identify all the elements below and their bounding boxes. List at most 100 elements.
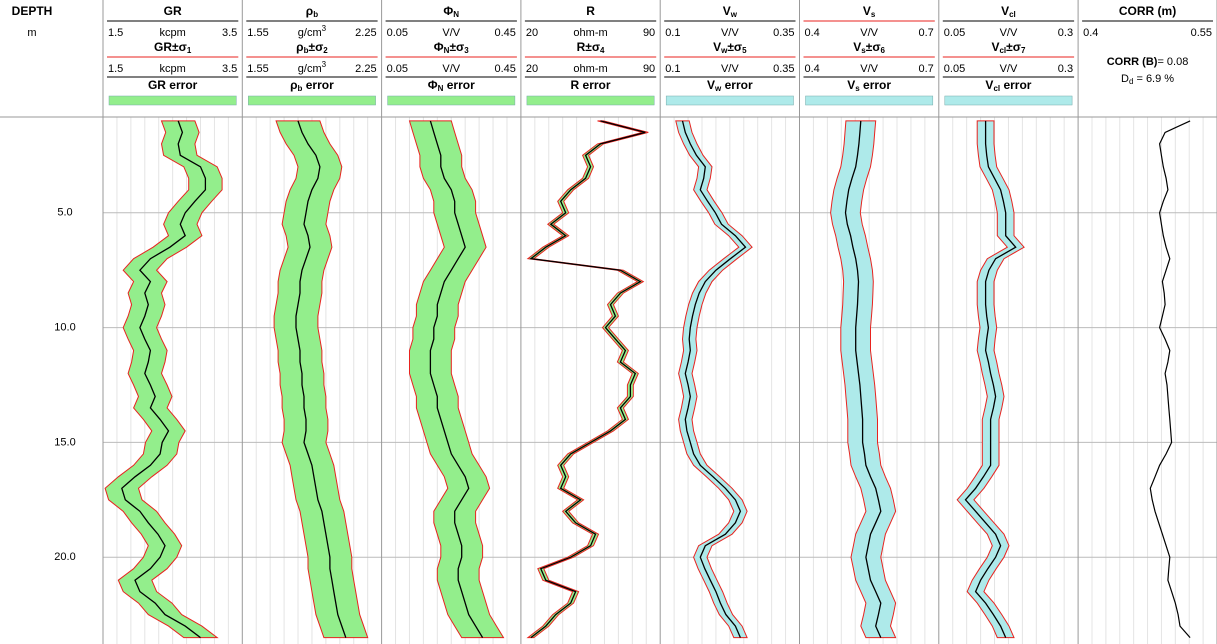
- error-label-part: V: [985, 78, 993, 92]
- scale-unit: V/V: [1000, 27, 1018, 39]
- scale-unit-part: g/cm: [298, 63, 322, 75]
- track-title-part: cl: [1009, 10, 1016, 19]
- error-track-title-part: w: [720, 46, 728, 55]
- error-track-title-part: ±σ: [1006, 40, 1021, 54]
- scale-unit: V/V: [1000, 63, 1018, 75]
- error-label: ΦN error: [428, 78, 475, 93]
- scale-unit-part: g/cm: [298, 27, 322, 39]
- log-curve: [964, 120, 1017, 638]
- error-label-part: error: [302, 78, 334, 92]
- scale-min: 0.1: [665, 27, 680, 39]
- scale-min: 0.05: [944, 27, 965, 39]
- error-track-title-part: GR±σ: [154, 40, 187, 54]
- error-track-title-part: ±σ: [308, 40, 323, 54]
- track-title: Vcl: [1001, 4, 1016, 19]
- dd-symbol: D: [1121, 73, 1129, 85]
- scale-unit-part: V/V: [721, 63, 739, 75]
- scale-max: 3.5: [222, 63, 237, 75]
- scale-max: 0.7: [919, 27, 934, 39]
- scale-max: 0.3: [1058, 63, 1073, 75]
- error-band: [830, 120, 897, 639]
- scale-min: 20: [526, 27, 538, 39]
- log-curve: [681, 120, 747, 638]
- scale-unit-part: V/V: [442, 27, 460, 39]
- error-label: Vs error: [847, 78, 891, 93]
- scale-min: 0.05: [387, 27, 408, 39]
- error-band: [104, 120, 223, 639]
- scale-unit: kcpm: [160, 63, 186, 75]
- depth-title: DEPTH: [12, 4, 53, 18]
- track-title-part: V: [1001, 4, 1009, 18]
- error-track-title-part: 5: [742, 46, 747, 55]
- scale-unit-part: 3: [322, 60, 327, 69]
- error-track-title-part: 6: [881, 46, 886, 55]
- error-label-part: Φ: [428, 78, 438, 92]
- error-label-part: V: [847, 78, 855, 92]
- scale-unit-part: V/V: [721, 27, 739, 39]
- corr-title: CORR (m): [1119, 4, 1176, 18]
- scale-unit-part: V/V: [1000, 27, 1018, 39]
- scale-unit: V/V: [860, 63, 878, 75]
- error-band: [675, 120, 753, 639]
- error-track-title-part: 7: [1021, 46, 1026, 55]
- scale-unit: V/V: [721, 63, 739, 75]
- error-track-title-part: ±σ: [727, 40, 742, 54]
- log-curve: [529, 120, 646, 639]
- corr-scale-min: 0.4: [1083, 27, 1098, 39]
- scale-max: 3.5: [222, 27, 237, 39]
- error-track-title: Vs±σ6: [853, 40, 885, 55]
- error-track-title-part: Φ: [434, 40, 444, 54]
- scale-unit-part: kcpm: [160, 63, 186, 75]
- error-swatch: [108, 95, 237, 106]
- scale-min: 0.05: [387, 63, 408, 75]
- error-label-part: s: [855, 84, 860, 93]
- track-title-part: b: [313, 10, 318, 19]
- scale-unit-part: V/V: [860, 27, 878, 39]
- scale-unit-part: V/V: [860, 63, 878, 75]
- error-label: R error: [571, 78, 611, 92]
- track-title-part: V: [723, 4, 731, 18]
- track-title-part: N: [453, 10, 459, 19]
- error-track-title: ρb±σ2: [296, 40, 328, 55]
- error-track-title-part: V: [713, 40, 721, 54]
- depth-tick-label: 20.0: [54, 551, 75, 563]
- corr-stat-value: = 0.08: [1157, 56, 1188, 68]
- scale-unit-part: kcpm: [160, 27, 186, 39]
- corr-scale-max: 0.55: [1191, 27, 1212, 39]
- error-label-part: error: [721, 78, 753, 92]
- track-title-part: s: [871, 10, 876, 19]
- corr-stat: CORR (B)= 0.08: [1107, 56, 1189, 68]
- track-title: Vs: [863, 4, 876, 19]
- scale-max: 90: [643, 27, 655, 39]
- scale-unit-part: ohm-m: [573, 63, 607, 75]
- error-label: Vw error: [707, 78, 753, 93]
- scale-min: 20: [526, 63, 538, 75]
- error-label-part: GR error: [148, 78, 198, 92]
- error-label-part: b: [298, 84, 303, 93]
- error-track-title-part: ±σ: [449, 40, 464, 54]
- error-band: [526, 120, 649, 639]
- error-track-title-part: V: [991, 40, 999, 54]
- error-label-part: error: [443, 78, 475, 92]
- scale-max: 2.25: [355, 63, 376, 75]
- scale-max: 0.35: [773, 63, 794, 75]
- dd-value: = 6.9 %: [1133, 73, 1174, 85]
- scale-unit: V/V: [442, 27, 460, 39]
- error-label: ρb error: [290, 78, 334, 93]
- depth-unit: m: [27, 27, 36, 39]
- log-curve: [295, 120, 347, 638]
- error-swatch: [805, 95, 934, 106]
- scale-min: 1.55: [247, 63, 268, 75]
- track-title-part: V: [863, 4, 871, 18]
- track-title: GR: [164, 4, 182, 18]
- scale-unit: kcpm: [160, 27, 186, 39]
- scale-max: 0.45: [494, 27, 515, 39]
- scale-min: 1.5: [108, 27, 123, 39]
- error-track-title-part: V: [853, 40, 861, 54]
- error-label-part: cl: [993, 84, 1000, 93]
- log-curve: [429, 120, 484, 638]
- error-track-title-part: N: [444, 46, 450, 55]
- error-track-title: Vcl±σ7: [991, 40, 1025, 55]
- error-track-title: R±σ4: [577, 40, 605, 55]
- error-label-part: ρ: [290, 78, 297, 92]
